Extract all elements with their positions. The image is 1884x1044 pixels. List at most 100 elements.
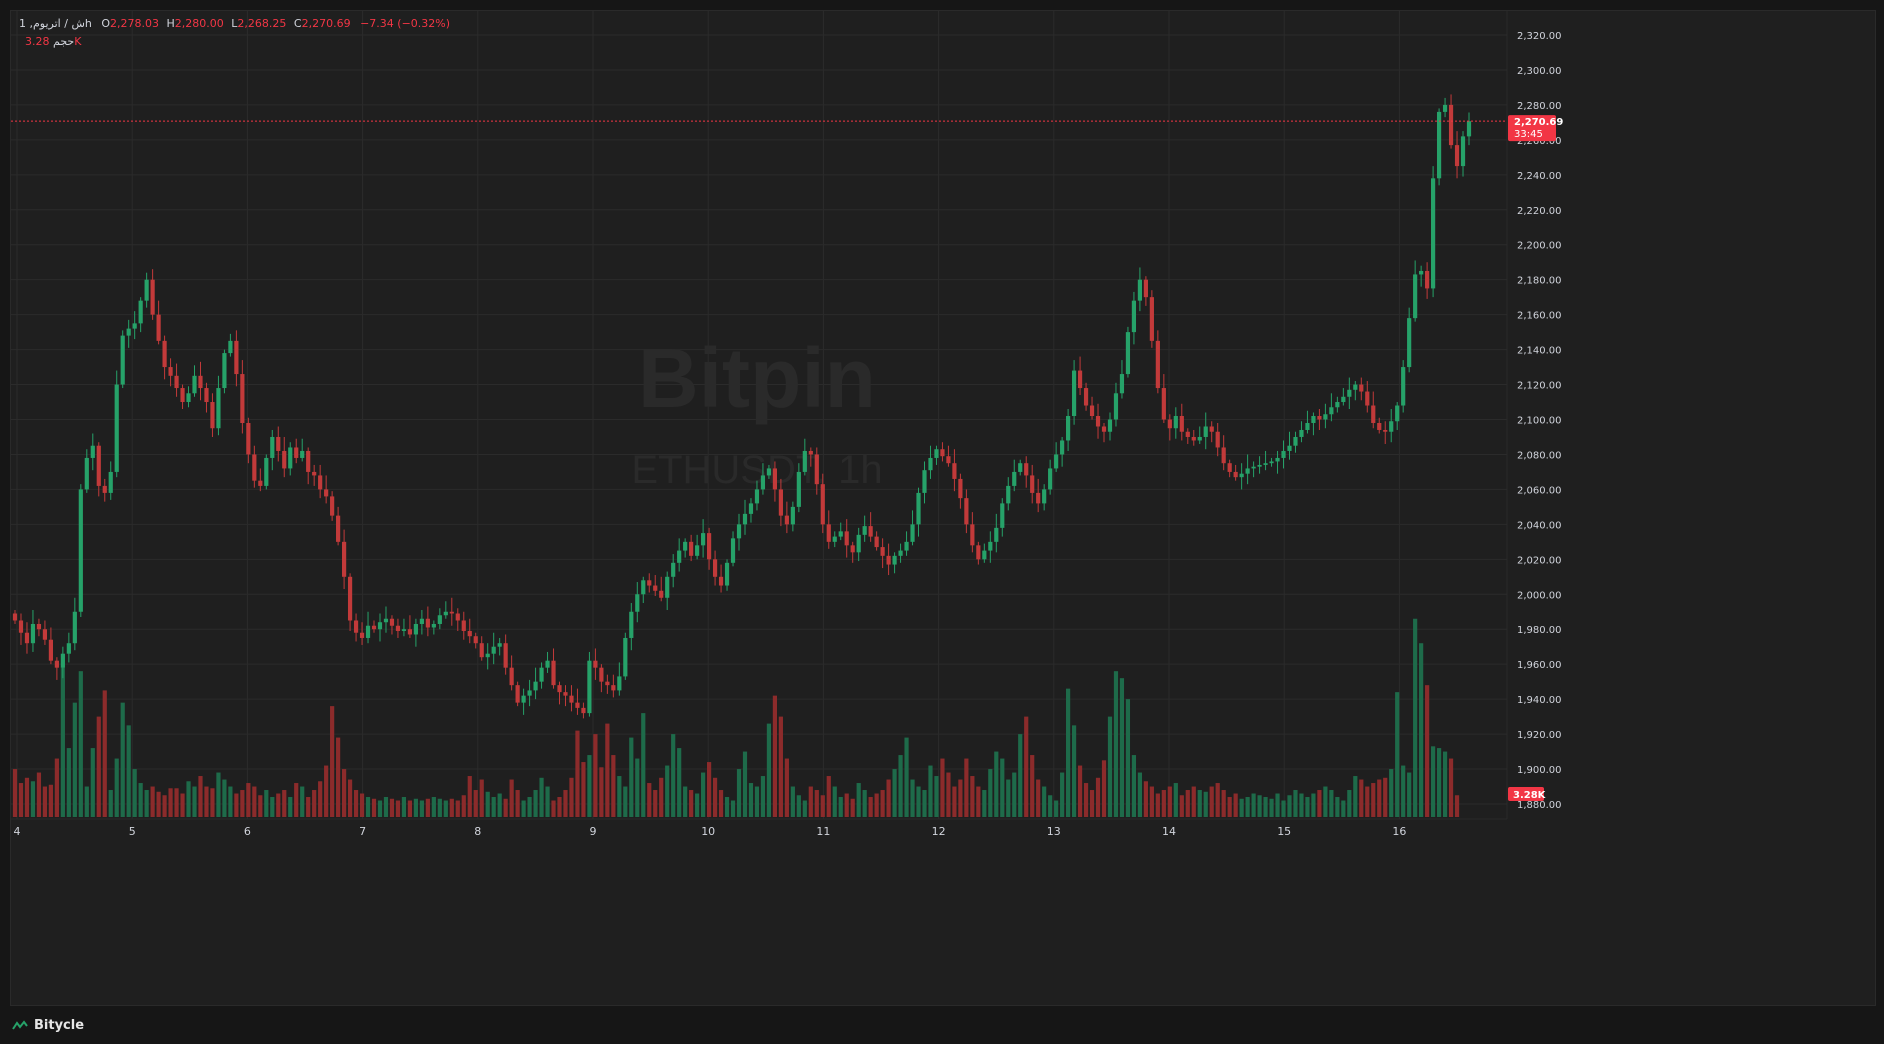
candle-body: [84, 457, 89, 490]
price-axis[interactable]: 2,320.00 2,300.00 2,280.00 2,260.00 2,240.00…: [1506, 11, 1562, 819]
candle-body: [826, 524, 831, 542]
candle-body: [1359, 384, 1364, 392]
candle-body: [30, 623, 36, 644]
volume-bar: [479, 779, 484, 817]
candle-body: [282, 450, 287, 469]
volume-bar: [1257, 795, 1262, 817]
candle-body: [718, 576, 724, 586]
high-label: H: [166, 17, 175, 30]
candle-body: [186, 393, 191, 403]
volume-bar: [1143, 781, 1148, 817]
chart-frame[interactable]: Bitpin ETHUSDT, 1h 2,320.00 2,300.00 2,280…: [10, 10, 1876, 1006]
volume-bar: [1305, 797, 1310, 817]
volume-bar: [72, 702, 77, 817]
volume-bar: [1185, 790, 1190, 817]
volume-bar: [868, 797, 873, 817]
candle-body: [742, 513, 748, 525]
volume-bar: [318, 781, 323, 817]
candle-body: [701, 533, 706, 546]
volume-bar: [246, 783, 251, 817]
volume-bar: [1329, 790, 1334, 817]
x-tick-label: 16: [1392, 825, 1406, 838]
symbol-interval[interactable]: 1 ,ش / اتریومh: [19, 17, 92, 30]
candle-body: [132, 323, 137, 329]
volume-bar: [892, 769, 897, 817]
volume-bar: [90, 748, 95, 817]
candle-body: [922, 470, 927, 493]
candle-body: [898, 550, 903, 556]
volume-bar: [695, 793, 700, 817]
volume-bar: [78, 671, 83, 817]
volume-bar: [599, 767, 604, 817]
volume-bar: [1371, 783, 1376, 817]
volume-bar: [581, 762, 586, 817]
volume-bar: [772, 695, 778, 817]
volume-bar: [856, 783, 861, 817]
candle-body: [1137, 279, 1142, 301]
price-tag: 2,270.69 33:45 3.28K: [1508, 115, 1563, 801]
candle-body: [880, 547, 885, 556]
volume-bar: [114, 758, 119, 817]
volume-bar: [1311, 793, 1316, 817]
volume-bar: [96, 716, 101, 817]
volume-bar: [1161, 790, 1166, 817]
candle-body: [1269, 461, 1274, 464]
volume-bar: [862, 790, 867, 817]
candle-body: [336, 515, 341, 542]
volume-bar: [288, 797, 293, 817]
volume-bar: [1095, 777, 1101, 817]
volume-bar: [593, 734, 598, 817]
volume-bar: [174, 788, 179, 817]
volume-bar: [1263, 797, 1268, 817]
volume-bar: [407, 800, 413, 817]
candle-body: [174, 375, 179, 389]
candle-body: [359, 632, 365, 638]
volume-label[interactable]: حجم: [53, 35, 75, 48]
candle-body: [425, 618, 430, 628]
volume-bar: [1215, 783, 1220, 817]
volume-bar: [587, 755, 592, 817]
bitycle-logo[interactable]: Bitycle: [12, 1018, 84, 1033]
candle-body: [347, 576, 353, 621]
candle-body: [413, 623, 418, 635]
volume-bar: [754, 786, 760, 817]
candle-body: [479, 643, 484, 658]
candle-body: [150, 279, 155, 315]
volume-bar: [186, 781, 191, 817]
volume-bar: [461, 795, 466, 817]
volume-bar: [1012, 772, 1017, 817]
volume-bar: [1191, 786, 1196, 817]
candle-body: [72, 611, 77, 644]
candle-body: [796, 471, 801, 507]
candle-body: [1419, 270, 1424, 275]
candle-body: [659, 590, 664, 598]
candle-body: [1395, 405, 1400, 422]
volume-bar: [718, 790, 724, 817]
candle-body: [868, 526, 873, 537]
volume-bar: [886, 779, 891, 817]
candle-body: [557, 685, 562, 693]
volume-bar: [1131, 755, 1137, 817]
x-tick-label: 11: [816, 825, 830, 838]
time-axis[interactable]: 4 5 6 7 8 9 10 11 12 13 14 15 16: [11, 818, 1507, 838]
volume-bar: [1407, 772, 1412, 817]
candle-body: [617, 676, 622, 691]
candle-body: [1071, 370, 1077, 417]
volume-bar: [66, 748, 71, 817]
y-tick-label: 1,900.00: [1517, 765, 1562, 776]
price-chart[interactable]: Bitpin ETHUSDT, 1h 2,320.00 2,300.00 2,280…: [11, 11, 1875, 1005]
candle-body: [1149, 297, 1154, 341]
volume-bar: [12, 769, 18, 817]
candle-body: [1095, 416, 1101, 427]
candle-body: [653, 585, 658, 591]
volume-bar: [611, 755, 616, 817]
volume-bar: [760, 776, 766, 817]
volume-bar: [1018, 734, 1023, 817]
candle-body: [856, 534, 861, 553]
volume-bar: [365, 797, 371, 817]
volume-bar: [766, 723, 772, 817]
candle-body: [1042, 489, 1047, 504]
volume-bar: [1107, 716, 1113, 817]
x-tick-label: 10: [701, 825, 715, 838]
y-tick-label: 2,280.00: [1517, 101, 1562, 112]
